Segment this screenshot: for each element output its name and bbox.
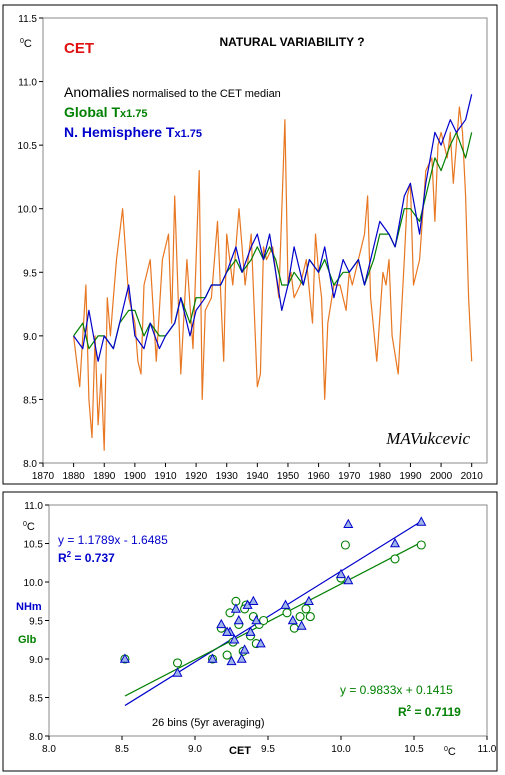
legend-cet: CET bbox=[64, 40, 94, 57]
nh-point bbox=[233, 614, 244, 625]
nh-series-line bbox=[73, 94, 473, 362]
x-tick-label: 8.5 bbox=[115, 744, 129, 755]
glb-point bbox=[172, 658, 183, 668]
y-tick-label: 8.0 bbox=[23, 459, 37, 470]
glb-point bbox=[301, 604, 311, 614]
bins-note: 26 bins (5yr averaging) bbox=[152, 717, 265, 729]
y-tick-label: 10.5 bbox=[24, 540, 44, 551]
legend-anomalies: Anomalies normalised to the CET median bbox=[64, 84, 281, 100]
scatter-points bbox=[119, 516, 427, 677]
nh-point bbox=[239, 644, 250, 654]
x-tick-label: 1960 bbox=[307, 471, 330, 482]
x-tick-label: 10.5 bbox=[404, 744, 424, 755]
y-tick-label: 9.0 bbox=[23, 332, 37, 343]
y-tick-label: 8.5 bbox=[29, 694, 43, 705]
nh-fit-r2: R2 = 0.737 bbox=[58, 550, 115, 565]
author-signature: MAVukcevic bbox=[385, 429, 470, 448]
glb-point bbox=[295, 612, 305, 622]
nh-point bbox=[251, 614, 262, 625]
y-tick-label: 10.0 bbox=[18, 205, 38, 216]
nh-point bbox=[216, 618, 227, 629]
y-tick-label: 9.5 bbox=[29, 617, 43, 628]
scatter-label-nhm: NHm bbox=[16, 601, 42, 613]
y-tick-label: 9.5 bbox=[23, 268, 37, 279]
nh-point bbox=[245, 626, 256, 636]
y-tick-label: 8.5 bbox=[23, 395, 37, 406]
nh-point bbox=[229, 634, 240, 644]
y-tick-label: 10.0 bbox=[24, 578, 44, 589]
x-tick-label: 1910 bbox=[154, 471, 177, 482]
timeseries-title: NATURAL VARIABILITY ? bbox=[219, 35, 364, 49]
x-tick-label: 1950 bbox=[277, 471, 300, 482]
glb-fit-r2: R2 = 0.7119 bbox=[398, 704, 461, 719]
glb-point bbox=[259, 615, 269, 626]
x-tick-label: 1980 bbox=[369, 471, 392, 482]
glb-point bbox=[340, 540, 350, 550]
y-tick-label: 11.5 bbox=[18, 14, 37, 25]
nh-point bbox=[248, 595, 259, 605]
nh-point bbox=[335, 568, 347, 579]
timeseries-y-unit: 0C bbox=[20, 38, 32, 50]
x-tick-label: 8.0 bbox=[42, 744, 56, 755]
glb-point bbox=[289, 623, 299, 633]
timeseries-plot-area bbox=[42, 17, 488, 464]
glb-point bbox=[305, 612, 315, 622]
scatter-y-unit: 0C bbox=[23, 521, 35, 533]
x-tick-label: 1970 bbox=[338, 471, 361, 482]
x-tick-label: 1870 bbox=[32, 471, 55, 482]
glb-fit-equation: y = 0.9833x + 0.1415 bbox=[340, 683, 453, 697]
timeseries-axes: 1870 1880 1890 1900 1910 1920 1930 1940 1950 1960… bbox=[18, 14, 484, 482]
glb-point bbox=[282, 608, 292, 618]
x-tick-label: 1990 bbox=[399, 471, 422, 482]
y-tick-label: 11.0 bbox=[24, 501, 43, 512]
scatter-label-glb: Glb bbox=[18, 634, 37, 646]
legend-nh: N. Hemisphere Tx1.75 bbox=[64, 124, 202, 140]
timeseries-chart: 1870 1880 1890 1900 1910 1920 1930 1940 1950 1960… bbox=[18, 14, 488, 482]
scatter-x-unit: 0C bbox=[444, 746, 456, 758]
x-tick-label: 1930 bbox=[216, 471, 239, 482]
y-tick-label: 11.0 bbox=[18, 78, 37, 89]
scatter-axes: 8.0 8.5 9.0 9.5 10.0 10.5 11.0 8.0 8.5 9.0 9.5 10.0… bbox=[24, 501, 497, 755]
nh-point bbox=[280, 599, 291, 609]
nh-point bbox=[230, 603, 241, 613]
nh-point bbox=[255, 638, 266, 648]
x-tick-label: 2010 bbox=[461, 471, 484, 482]
x-tick-label: 1940 bbox=[246, 471, 269, 482]
nh-point bbox=[416, 516, 427, 526]
glb-point bbox=[222, 650, 232, 660]
x-tick-label: 10.0 bbox=[331, 744, 351, 755]
nh-point bbox=[172, 667, 183, 677]
nh-point bbox=[236, 653, 247, 663]
x-tick-label: 9.0 bbox=[188, 744, 202, 755]
nh-point bbox=[119, 653, 130, 663]
nh-point bbox=[343, 574, 354, 585]
x-tick-label: 1890 bbox=[93, 471, 116, 482]
nh-point bbox=[207, 653, 218, 663]
y-tick-label: 10.5 bbox=[18, 141, 38, 152]
nh-point bbox=[287, 614, 298, 625]
nh-point bbox=[343, 518, 354, 528]
x-tick-label: 9.5 bbox=[261, 744, 275, 755]
legend-global: Global Tx1.75 bbox=[64, 104, 148, 120]
glb-point bbox=[390, 554, 400, 564]
nh-fit-equation: y = 1.1789x - 1.6485 bbox=[58, 533, 168, 547]
nh-point bbox=[296, 620, 307, 630]
y-tick-label: 8.0 bbox=[29, 732, 43, 743]
x-tick-label: 11.0 bbox=[478, 744, 497, 755]
x-tick-label: 2000 bbox=[430, 471, 453, 482]
nh-point bbox=[222, 626, 233, 636]
x-tick-label: 1920 bbox=[185, 471, 208, 482]
x-tick-label: 1900 bbox=[124, 471, 147, 482]
y-tick-label: 9.0 bbox=[29, 655, 43, 666]
glb-point bbox=[416, 540, 426, 550]
glb-trend-line bbox=[124, 541, 422, 697]
nh-point bbox=[226, 655, 237, 666]
scatter-x-label: CET bbox=[229, 745, 251, 757]
timeseries-series bbox=[73, 94, 473, 451]
scatter-chart: 8.0 8.5 9.0 9.5 10.0 10.5 11.0 8.0 8.5 9.0 9.5 10.0… bbox=[16, 501, 497, 758]
x-tick-label: 1880 bbox=[62, 471, 85, 482]
nh-point bbox=[303, 595, 314, 605]
nh-point bbox=[389, 537, 401, 548]
